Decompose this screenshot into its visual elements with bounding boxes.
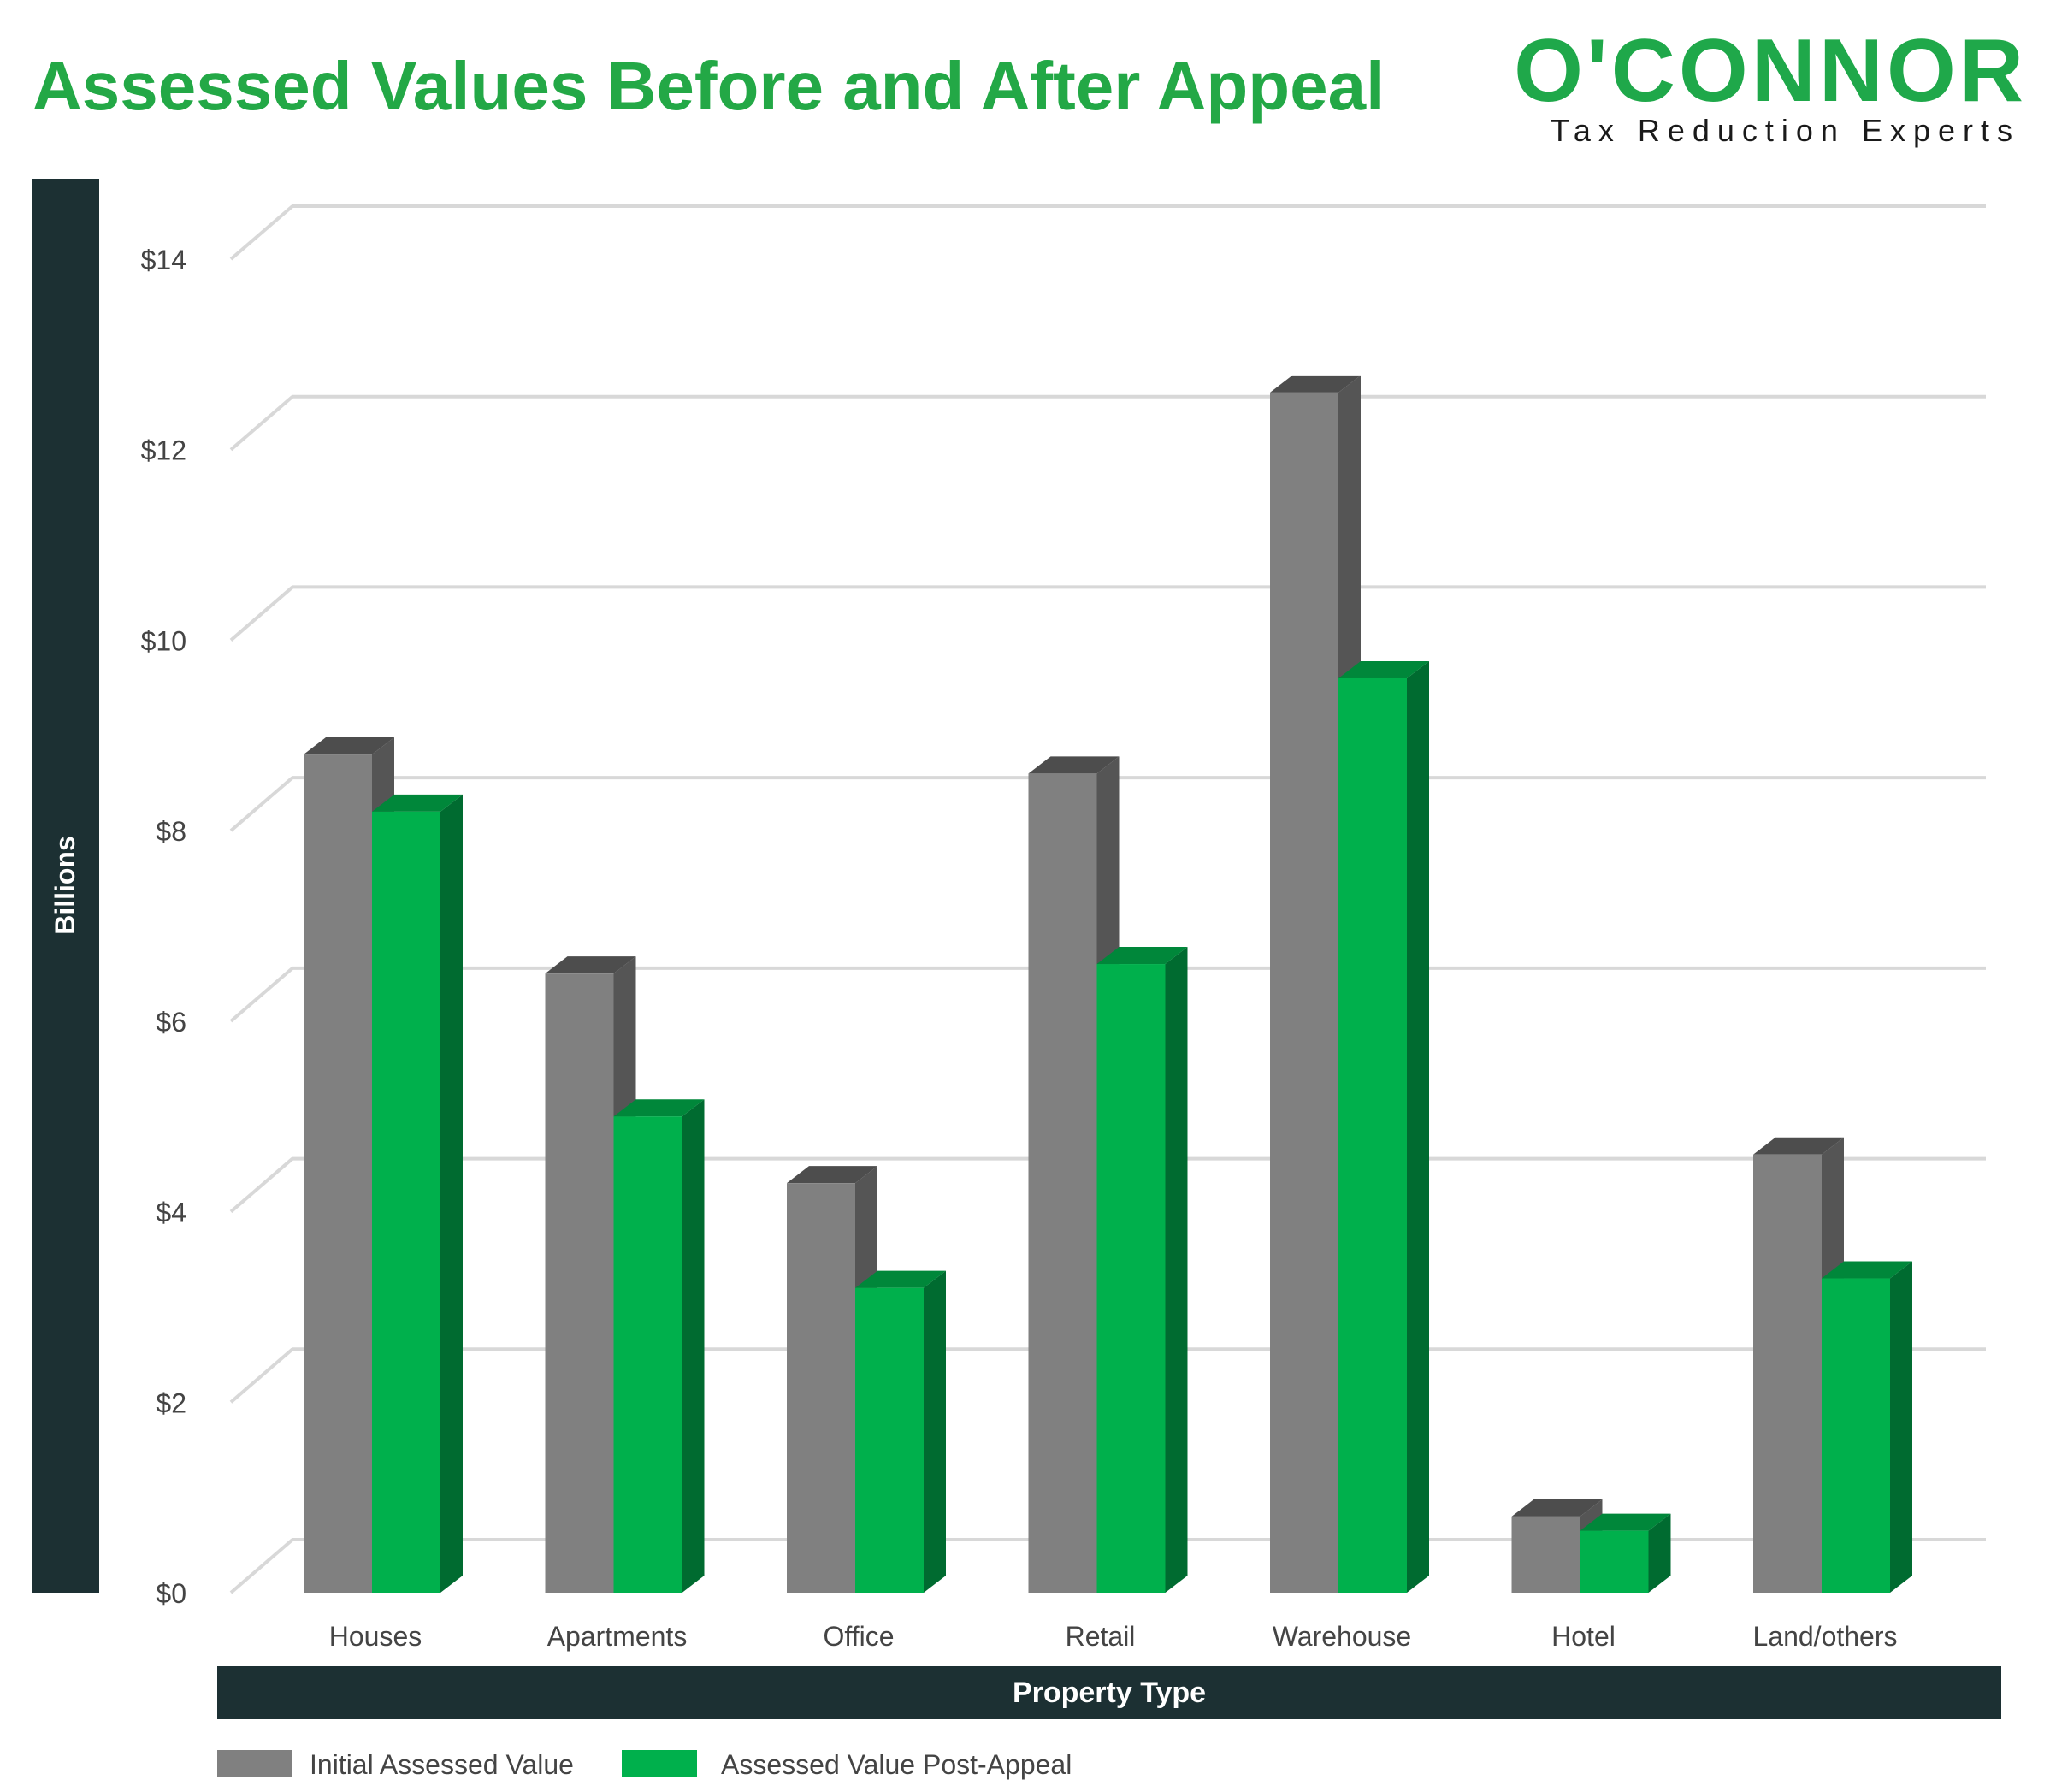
x-axis-band [217, 1666, 2001, 1719]
bar-post-appeal-front [1096, 964, 1166, 1593]
y-tick-label: $12 [141, 435, 186, 466]
chart-title: Assessed Values Before and After Appeal [32, 48, 1385, 124]
bar-initial-front [1270, 392, 1338, 1593]
logo-wordmark: O'CONNOR [1514, 21, 2027, 121]
bar-post-appeal-side [1407, 660, 1429, 1593]
bar-post-appeal-top [1580, 1513, 1671, 1531]
y-tick-label: $0 [156, 1578, 186, 1609]
bar-post-appeal-front [1580, 1530, 1649, 1593]
bar-initial-front [787, 1183, 855, 1593]
bar-post-appeal-side [440, 794, 463, 1593]
bar-initial-top [1028, 756, 1120, 774]
bar-initial-top [787, 1166, 877, 1184]
bar-initial-front [1511, 1516, 1580, 1593]
bar-initial-front [1753, 1154, 1822, 1593]
x-tick-label: Retail [1066, 1621, 1136, 1652]
legend-swatch-initial [217, 1750, 292, 1777]
bar-post-appeal-top [372, 794, 463, 812]
bar-post-appeal [1580, 1513, 1671, 1593]
y-tick-label: $6 [156, 1007, 186, 1038]
bar-post-appeal-front [372, 811, 440, 1593]
legend-label-post-appeal: Assessed Value Post-Appeal [721, 1749, 1072, 1780]
y-tick-label: $8 [156, 816, 186, 847]
bar-initial-top [1753, 1137, 1844, 1155]
bar-post-appeal-front [613, 1116, 682, 1593]
bar-post-appeal-top [1096, 947, 1188, 965]
y-tick-label: $14 [141, 245, 186, 275]
legend-swatch-post-appeal [622, 1750, 697, 1777]
y-tick-label: $10 [141, 625, 186, 656]
gridline-diagonal [229, 967, 294, 1023]
bar-post-appeal-top [1822, 1261, 1912, 1279]
bar-post-appeal-front [1338, 677, 1407, 1593]
x-axis-label: Property Type [1013, 1677, 1206, 1709]
bar-post-appeal-side [682, 1099, 705, 1593]
logo-tagline: Tax Reduction Experts [1551, 113, 2020, 148]
y-tick-label: $4 [156, 1198, 186, 1228]
bar-initial-top [1270, 375, 1361, 393]
bar-initial-top [545, 956, 636, 974]
gridline-diagonal [229, 1538, 294, 1594]
gridline-diagonal [229, 395, 294, 452]
y-axis-label: Billions [50, 836, 80, 935]
bar-post-appeal-side [924, 1270, 946, 1593]
y-axis-ticks: $0 $2 $4 $6 $8 $10 $12 $14 [141, 245, 186, 1609]
bar-initial-front [545, 973, 614, 1593]
bar-post-appeal-front [855, 1287, 924, 1593]
bar-post-appeal-side [1648, 1513, 1671, 1593]
bar-initial-top [1511, 1499, 1603, 1517]
bar-initial-front [304, 754, 372, 1593]
bar-post-appeal-top [1338, 660, 1429, 678]
x-tick-label: Hotel [1551, 1621, 1616, 1652]
bar-post-appeal [1822, 1261, 1912, 1593]
bar-post-appeal-side [1890, 1261, 1912, 1593]
bar-post-appeal-top [855, 1270, 946, 1288]
bar-post-appeal [613, 1099, 705, 1593]
bar-post-appeal-top [613, 1099, 705, 1117]
bar-initial-front [1028, 773, 1097, 1593]
bar-post-appeal-side [1165, 947, 1188, 1593]
company-logo: O'CONNOR Tax Reduction Experts [1514, 21, 2027, 148]
legend: Initial Assessed Value Assessed Value Po… [217, 1749, 1072, 1780]
y-tick-label: $2 [156, 1387, 186, 1418]
gridline-diagonal [229, 204, 294, 261]
bars [304, 375, 1912, 1593]
gridline-diagonal [229, 776, 294, 832]
bar-post-appeal [372, 794, 463, 1593]
legend-label-initial: Initial Assessed Value [310, 1749, 574, 1780]
y-axis-band [32, 179, 99, 1593]
bar-initial-top [304, 737, 394, 755]
bar-post-appeal [855, 1270, 946, 1593]
bar-post-appeal [1338, 660, 1429, 1593]
gridline-diagonal [229, 585, 294, 642]
x-tick-label: Office [824, 1621, 895, 1652]
gridline-diagonal [229, 1157, 294, 1214]
x-tick-label: Land/others [1752, 1621, 1897, 1652]
x-axis-ticks: Houses Apartments Office Retail Warehouse Hot… [329, 1621, 1898, 1652]
bar-post-appeal-front [1822, 1278, 1890, 1593]
bar-post-appeal [1096, 947, 1188, 1593]
x-tick-label: Warehouse [1273, 1621, 1411, 1652]
gridline-diagonal [229, 1347, 294, 1404]
x-tick-label: Apartments [547, 1621, 688, 1652]
x-tick-label: Houses [329, 1621, 422, 1652]
